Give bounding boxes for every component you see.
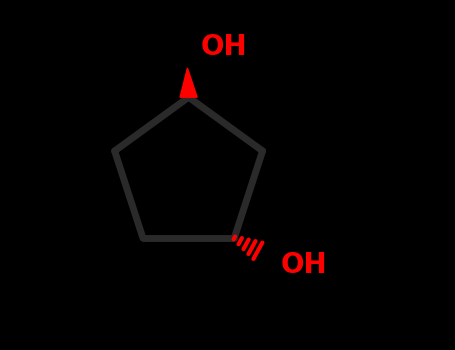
Text: OH: OH	[281, 251, 328, 279]
Text: OH: OH	[200, 33, 247, 61]
Polygon shape	[180, 68, 197, 97]
